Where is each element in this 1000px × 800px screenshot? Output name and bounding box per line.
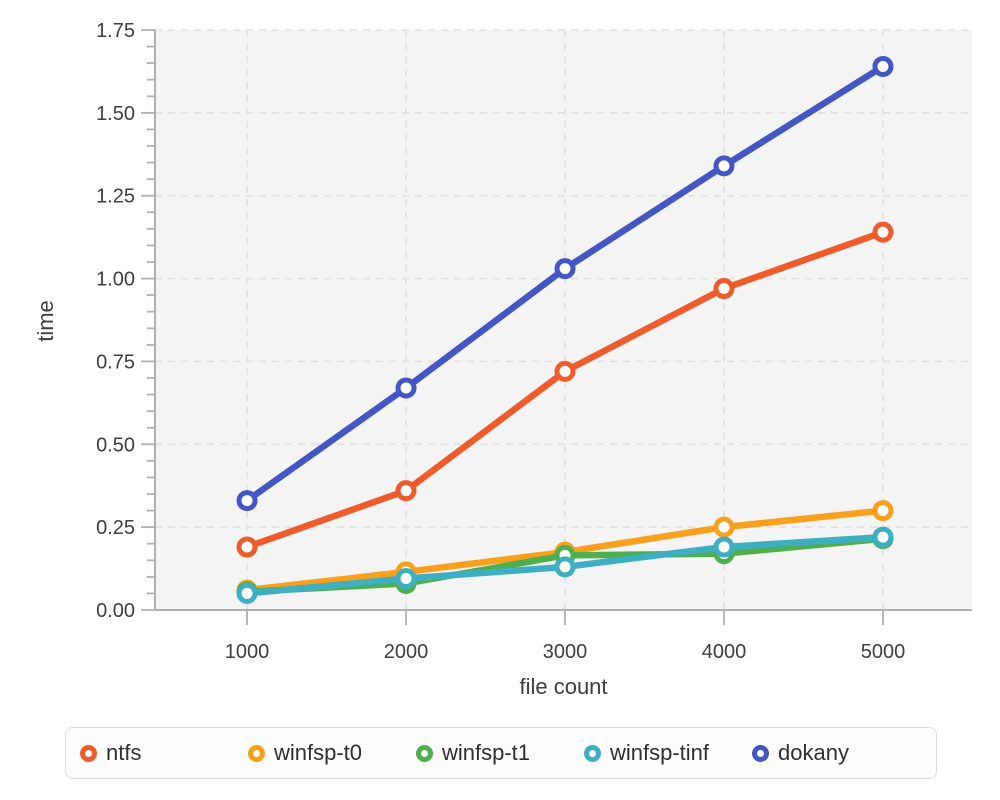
ntfs-marker-icon (80, 744, 97, 762)
winfsp-t0-marker-icon (248, 744, 265, 762)
svg-text:1.75: 1.75 (96, 20, 135, 42)
legend-label: winfsp-t1 (442, 740, 531, 765)
dokany-marker-icon (752, 744, 769, 762)
chart-canvas: 0.00 0.25 0.50 0.75 1.00 1.25 1.50 1.75 1000 2000… (96, 20, 972, 663)
legend-item-dokany: dokany (752, 740, 849, 766)
legend-label: dokany (778, 740, 849, 765)
svg-text:3000: 3000 (543, 641, 588, 663)
svg-text:1.50: 1.50 (96, 103, 135, 125)
legend-label: winfsp-tinf (610, 740, 710, 765)
svg-text:2000: 2000 (384, 641, 429, 663)
svg-text:1.25: 1.25 (96, 186, 135, 208)
svg-text:1.00: 1.00 (96, 269, 135, 291)
winfsp-tinf-marker-icon (584, 744, 601, 762)
svg-text:5000: 5000 (861, 641, 906, 663)
legend-item-winfsp-tinf: winfsp-tinf (584, 740, 752, 766)
legend-item-winfsp-t0: winfsp-t0 (248, 740, 416, 766)
legend-item-ntfs: ntfs (80, 740, 248, 766)
legend-label: ntfs (106, 740, 142, 765)
winfsp-t1-marker-icon (416, 744, 433, 762)
chart-legend: ntfs winfsp-t0 winfsp-t1 winfsp-tinf dok… (65, 727, 937, 779)
svg-text:0.00: 0.00 (96, 600, 135, 622)
legend-item-winfsp-t1: winfsp-t1 (416, 740, 584, 766)
svg-text:4000: 4000 (702, 641, 747, 663)
x-axis-title: file count (519, 674, 608, 699)
svg-text:0.25: 0.25 (96, 517, 135, 539)
legend-label: winfsp-t0 (274, 740, 363, 765)
svg-text:0.75: 0.75 (96, 351, 135, 373)
svg-text:0.50: 0.50 (96, 434, 135, 456)
line-chart-figure: 0.00 0.25 0.50 0.75 1.00 1.25 1.50 1.75 1000 2000… (33, 20, 972, 779)
y-axis-title: time (33, 300, 58, 342)
svg-text:1000: 1000 (225, 641, 270, 663)
